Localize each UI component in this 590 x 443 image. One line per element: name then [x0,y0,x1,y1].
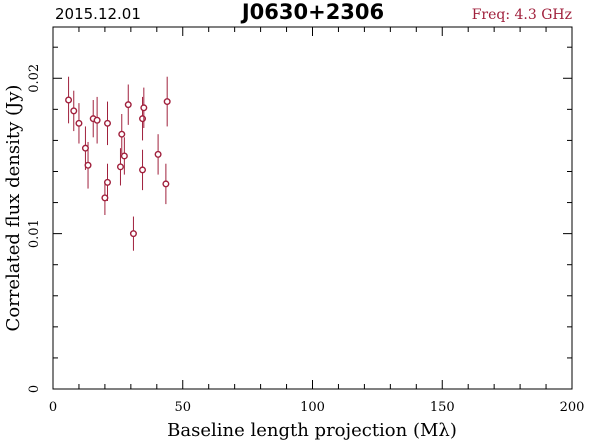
x-tick-label: 0 [49,400,57,415]
axis-tick-labels: 0 50 100 150 200 0 0.01 0.02 [27,64,584,415]
data-point [70,90,78,132]
point-marker [163,98,171,106]
data-point [93,96,101,144]
y-tick-label: 0.01 [27,219,42,248]
data-point [118,114,126,155]
point-marker [120,152,128,160]
x-tick-label: 150 [430,400,455,415]
point-marker [75,119,83,127]
data-point [129,216,137,251]
data-point [120,137,128,175]
point-marker [103,178,111,186]
point-marker [118,130,126,138]
point-marker [101,194,109,202]
data-point [75,103,83,144]
data-point [154,134,162,175]
data-point [162,163,170,205]
x-tick-label: 50 [174,400,191,415]
point-marker [84,161,92,169]
point-marker [70,107,78,115]
data-point [84,141,92,189]
point-marker [124,101,132,109]
data-point [65,76,73,124]
observation-date: 2015.12.01 [55,5,141,23]
point-marker [139,166,147,174]
data-point [116,148,124,186]
data-point [124,84,132,125]
x-tick-label: 100 [300,400,325,415]
point-marker [103,119,111,127]
point-marker [93,116,101,124]
data-point [163,76,171,127]
y-tick-label: 0.02 [27,64,42,93]
axis-ticks [52,27,573,390]
point-marker [154,150,162,158]
y-tick-label: 0 [27,385,42,393]
data-point [139,96,147,141]
x-tick-label: 200 [560,400,585,415]
point-marker [129,230,137,238]
point-marker [65,96,73,104]
point-marker [139,115,147,123]
data-point [101,180,109,215]
x-axis-label: Baseline length projection (Mλ) [167,420,457,441]
point-marker [140,104,148,112]
point-marker [116,163,124,171]
data-point [139,149,147,191]
point-marker [81,144,89,152]
frequency-label: Freq: 4.3 GHz [472,7,572,23]
data-point [103,163,111,202]
point-marker [162,180,170,188]
plot-frame [52,26,573,390]
data-points [65,76,171,251]
y-axis-label: Correlated flux density (Jy) [3,85,24,332]
data-point [140,87,148,128]
source-name: J0630+2306 [240,0,384,24]
data-point [103,101,111,146]
